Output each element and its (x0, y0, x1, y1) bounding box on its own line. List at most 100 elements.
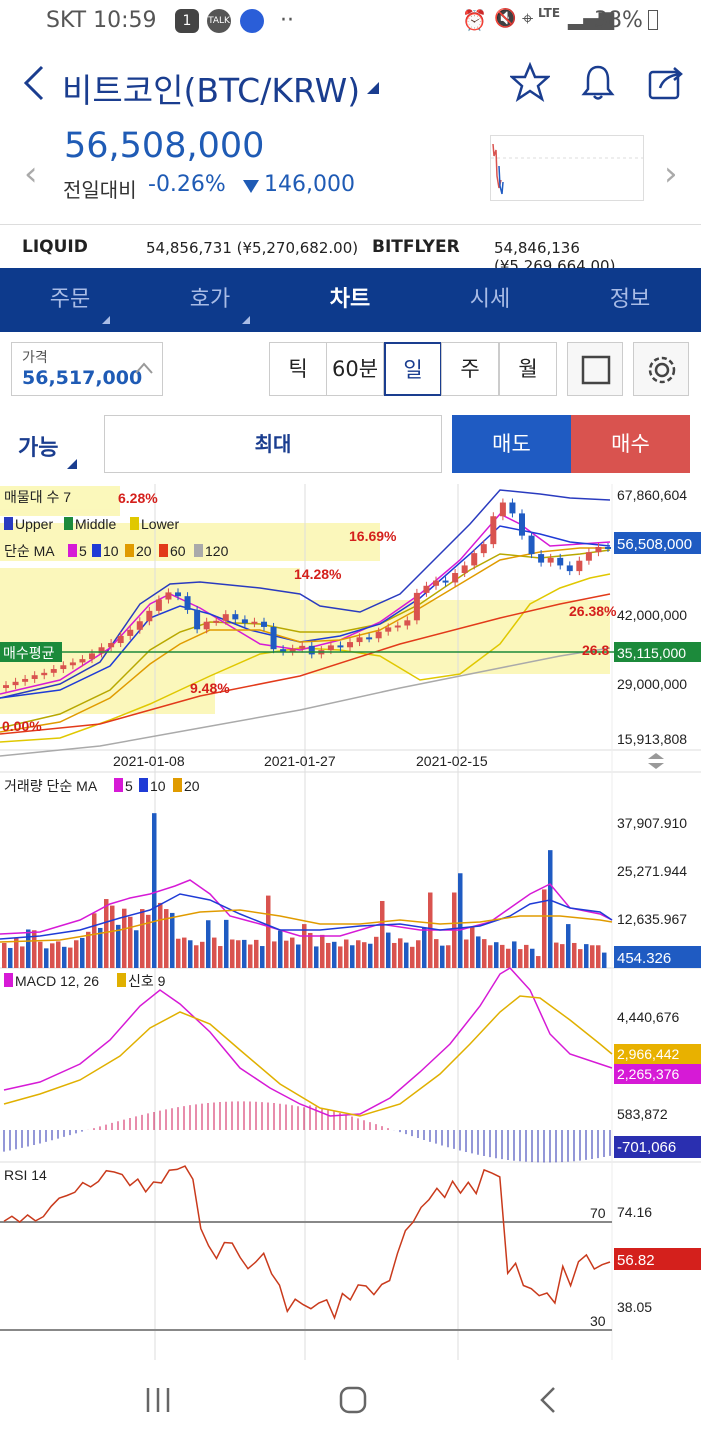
period-month-button[interactable]: 월 (499, 342, 557, 396)
candle (433, 580, 439, 586)
candle (175, 592, 181, 597)
volume-bar (236, 940, 241, 968)
period-week-button[interactable]: 주 (441, 342, 499, 396)
prev-coin-icon[interactable]: ‹ (24, 154, 38, 194)
stock-chart[interactable]: 매수평균 35,115,000 56,508,000 67,860,604 42… (0, 484, 701, 1360)
battery-level: 38% (594, 8, 643, 33)
tab-label: 정보 (609, 287, 651, 312)
candle (394, 625, 401, 628)
volume-bars (2, 813, 607, 968)
volume-bar (302, 924, 307, 968)
volume-value: 454.326 (617, 950, 671, 967)
period-60min-button[interactable]: 60분 (326, 342, 384, 396)
macd-y-ticks: 4,440,676 583,872 (617, 1009, 679, 1122)
star-icon[interactable] (510, 62, 550, 102)
volume-bar (146, 914, 151, 968)
coin-header: 비트코인(BTC/KRW) ‹ › 56,508,000 전일대비 -0.26%… (0, 44, 701, 224)
tab-info[interactable]: 정보 (560, 268, 700, 332)
vol-ma20 (0, 909, 613, 943)
candle (423, 585, 430, 593)
legend-swatch-signal (117, 973, 126, 987)
max-button[interactable]: 최대 (104, 415, 442, 473)
x-tick: 2021-02-15 (416, 753, 488, 769)
vol-ma: 20 (184, 778, 200, 794)
candle (299, 645, 306, 649)
volume-bar (530, 948, 535, 968)
next-coin-icon[interactable]: › (664, 154, 678, 194)
gear-icon (648, 356, 676, 384)
macd-label: MACD 12, 26 (15, 973, 99, 989)
avg-price-tag (0, 642, 62, 662)
candle (108, 643, 115, 648)
chart-area[interactable]: 매수평균 35,115,000 56,508,000 67,860,604 42… (0, 484, 701, 1360)
back-icon[interactable] (538, 1386, 558, 1414)
candle (117, 635, 124, 644)
volume-bar (416, 940, 421, 968)
down-triangle-icon (243, 180, 259, 193)
candle (499, 502, 506, 517)
signal-value-tag (614, 1044, 701, 1064)
volume-bar (584, 944, 589, 968)
volume-bar (326, 942, 331, 968)
volume-bar (350, 945, 355, 968)
volume-bar (248, 944, 253, 968)
vp-label: 14.28% (294, 566, 342, 582)
sell-button[interactable]: 매도 (452, 415, 571, 473)
volume-bar (464, 939, 469, 968)
legend-middle: Middle (75, 516, 116, 532)
candle (203, 621, 210, 630)
back-arrow-icon[interactable] (20, 64, 48, 102)
volume-ma-lines (0, 879, 613, 943)
volume-bar (284, 940, 289, 968)
volume-bar (494, 942, 499, 968)
volume-bar (518, 949, 523, 968)
more-notifications-icon: ·· (280, 8, 294, 33)
volume-bar (26, 929, 31, 968)
candle (347, 642, 353, 648)
y-tick: 74.16 (617, 1204, 652, 1220)
volume-bar (308, 932, 313, 968)
volume-bar (386, 932, 391, 968)
volume-bar (164, 909, 169, 968)
volume-bar (380, 900, 385, 968)
volume-bar (200, 941, 205, 968)
change-amount: 146,000 (264, 172, 355, 197)
panel-resize-icon[interactable] (648, 753, 664, 769)
volume-bar (116, 924, 121, 968)
candle (519, 513, 525, 536)
coin-title[interactable]: 비트코인(BTC/KRW) (62, 71, 361, 110)
volume-label: 거래량 단순 MA (4, 778, 98, 794)
avg-price-label: 매수평균 (3, 645, 55, 661)
volume-bar (104, 899, 109, 968)
buy-button[interactable]: 매수 (571, 415, 690, 473)
available-dropdown-icon[interactable] (66, 458, 78, 470)
candle (79, 659, 86, 663)
price-selector[interactable]: 가격 56,517,000 (11, 342, 163, 396)
candle (375, 631, 382, 639)
y-tick: 15,913,808 (617, 731, 687, 747)
tab-chart[interactable]: 차트 (280, 268, 420, 332)
network-type: LTE (538, 6, 561, 20)
legend-swatch-ma60 (159, 544, 168, 557)
settings-button[interactable] (633, 342, 689, 396)
price-y-ticks: 67,860,604 42,000,000 29,000,000 15,913,… (617, 487, 687, 747)
fullscreen-button[interactable] (567, 342, 623, 396)
recent-apps-icon[interactable] (144, 1386, 172, 1414)
period-day-button[interactable]: 일 (384, 342, 442, 396)
period-tick-button[interactable]: 틱 (269, 342, 327, 396)
volume-bar (542, 889, 547, 968)
x-axis: 2021-01-08 2021-01-27 2021-02-15 (113, 753, 488, 769)
volume-bar (14, 937, 19, 968)
volume-bar (506, 948, 511, 968)
tab-order[interactable]: 주문 (0, 268, 140, 332)
bell-icon[interactable] (578, 62, 618, 102)
tab-quotes[interactable]: 시세 (420, 268, 560, 332)
title-dropdown-icon[interactable] (365, 80, 381, 96)
tab-orderbook[interactable]: 호가 (140, 268, 280, 332)
share-icon[interactable] (646, 62, 686, 102)
candle (327, 645, 334, 651)
legend-ma: 5 (79, 543, 87, 559)
home-icon[interactable] (338, 1385, 368, 1415)
clock: 10:59 (93, 8, 157, 33)
volume-bar (578, 949, 583, 968)
